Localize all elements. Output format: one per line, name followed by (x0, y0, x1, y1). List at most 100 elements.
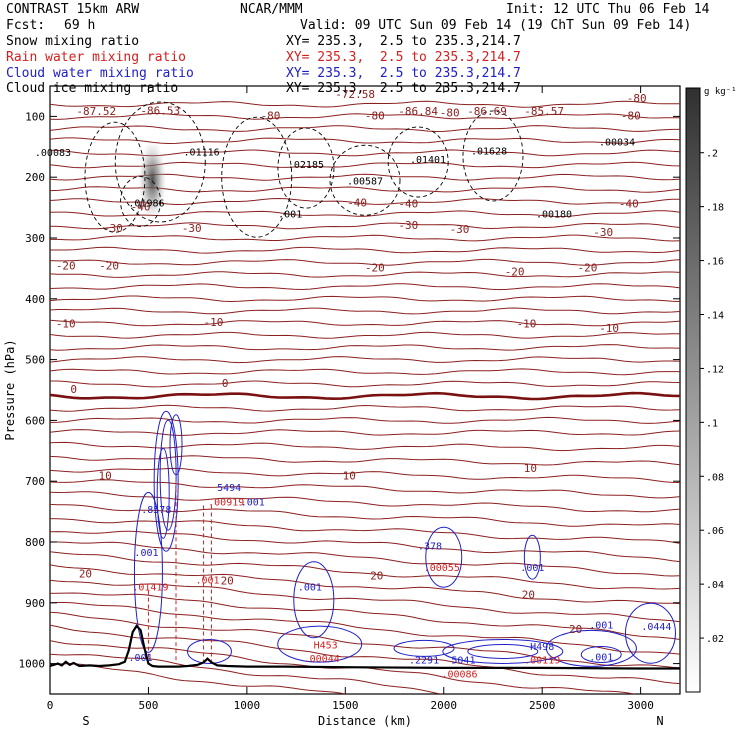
temperature-label: -30 (450, 223, 470, 236)
cloud-water-contour (156, 447, 170, 539)
y-tick-label: 100 (25, 110, 45, 123)
extremum-label: .001 (195, 575, 219, 586)
extremum-label: .001 (589, 620, 613, 631)
isotherm-line (50, 307, 680, 315)
isotherm-line (50, 416, 680, 424)
upper-temperature-label: -80 (440, 106, 460, 119)
field-xy-snow: XY= 235.3, 2.5 to 235.3,214.7 (286, 34, 521, 49)
extremum-label: .378 (418, 541, 442, 552)
extremum-label: H453 (314, 640, 338, 651)
x-tick-label: 0 (47, 699, 54, 712)
y-tick-label: 900 (25, 597, 45, 610)
temperature-label: -30 (398, 219, 418, 232)
extremum-label: .01116 (184, 147, 220, 158)
y-tick-label: 200 (25, 171, 45, 184)
upper-temperature-label: -72.58 (335, 88, 375, 101)
upper-temperature-label: -80 (627, 92, 647, 105)
isotherm-line (50, 344, 680, 351)
cloud-water-contour (624, 602, 676, 664)
isotherm-line (50, 234, 680, 242)
isotherm-line (50, 258, 680, 266)
colorbar-tick-label: .18 (706, 203, 724, 214)
colorbar (685, 87, 701, 693)
fcst-value: 69 h (64, 18, 96, 33)
isotherm-line (50, 518, 680, 544)
isotherm-line (50, 222, 680, 230)
extremum-label: .001 (134, 548, 158, 559)
temperature-label: -40 (398, 198, 418, 211)
cloud-water-contour (277, 625, 363, 663)
temperature-label: 10 (343, 469, 356, 482)
extremum-label: .01986 (128, 198, 164, 209)
isotherm-line (50, 602, 680, 655)
colorbar-tick-label: .04 (706, 580, 724, 591)
x-tick-label: 500 (139, 699, 159, 712)
cloud-ice-contour (120, 176, 162, 227)
colorbar-tick-label: .08 (706, 472, 724, 483)
field-name-cloud-water: Cloud water mixing ratio (6, 66, 194, 81)
colorbar-tick-label: .2 (706, 149, 718, 160)
isotherm-line (50, 530, 680, 563)
isotherm-line (50, 137, 680, 145)
cloud-ice-contour (84, 121, 146, 233)
temperature-label: 20 (370, 570, 383, 583)
isotherm-line (50, 100, 680, 108)
isotherm-line (50, 653, 444, 694)
upper-temperature-label: -80 (621, 109, 641, 122)
extremum-label: .001 (589, 653, 613, 664)
model-title: CONTRAST 15km ARW (6, 2, 140, 17)
temperature-label: -30 (182, 222, 202, 235)
isotherm-line (50, 455, 680, 466)
extremum-label: .0444 (641, 622, 671, 633)
x-axis-label: Distance (km) (318, 714, 412, 728)
isotherm-line (50, 319, 680, 327)
cloud-water-contour (133, 491, 163, 653)
temperature-label: 10 (99, 469, 112, 482)
colorbar-tick-label: .02 (706, 634, 724, 645)
x-tick-label: 3000 (627, 699, 654, 712)
extremum-label: .00587 (347, 176, 383, 187)
y-tick-label: 1000 (19, 658, 46, 671)
temperature-label: -30 (593, 226, 613, 239)
extremum-label: .00180 (536, 209, 572, 220)
isotherm-line (50, 113, 680, 120)
colorbar-tick-label: .14 (706, 311, 724, 322)
extremum-label: 5494 (217, 483, 241, 494)
end-label-south: S (82, 714, 89, 728)
isotherm-line (50, 441, 680, 452)
cloud-water-contour (545, 629, 637, 667)
temperature-label: -40 (619, 198, 639, 211)
extremum-label: .00083 (35, 148, 71, 159)
temperature-label: -20 (365, 261, 385, 274)
temperature-label: -40 (347, 196, 367, 209)
extremum-label: .00919 (208, 498, 244, 509)
extremum-label: .01401 (410, 155, 446, 166)
plot-frame (49, 85, 681, 695)
cloud-water-contour (580, 645, 622, 663)
isotherm-line (50, 380, 680, 388)
isotherm-line (50, 404, 680, 412)
isotherm-line (50, 429, 680, 436)
temperature-label: -20 (578, 261, 598, 274)
isotherm-line (50, 663, 348, 694)
cloud-ice-contour (114, 101, 206, 223)
field-name-snow: Snow mixing ratio (6, 34, 140, 49)
extremum-label: H498 (530, 642, 554, 653)
temperature-label: -10 (599, 322, 619, 335)
isotherm-line (50, 283, 680, 291)
x-tick-label: 2500 (529, 699, 556, 712)
extremum-label: .001 (520, 563, 544, 574)
upper-temperature-label: -85.57 (524, 105, 564, 118)
isotherm-line (50, 246, 680, 254)
cloud-water-contour (153, 410, 179, 552)
cloud-water-contour (523, 534, 541, 580)
cloud-water-contour (293, 561, 335, 639)
isotherm-line (50, 592, 680, 640)
fcst-label: Fcst: (6, 18, 46, 33)
colorbar-tick-label: .12 (706, 364, 724, 375)
extremum-label: .2291 (409, 656, 439, 667)
extremum-label: .8578 (141, 505, 171, 516)
field-xy-cloud-ice: XY= 235.3, 2.5 to 235.3,214.7 (286, 81, 521, 96)
cloud-ice-contour (387, 126, 449, 198)
